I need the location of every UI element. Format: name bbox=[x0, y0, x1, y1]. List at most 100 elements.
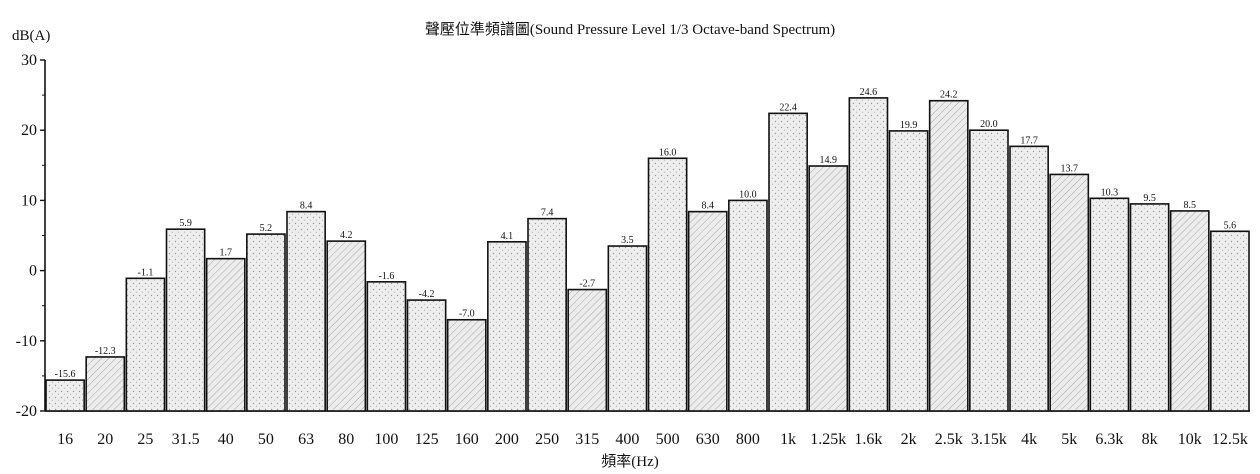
x-tick-label: 20 bbox=[97, 431, 113, 448]
y-tick-label: 20 bbox=[21, 122, 37, 139]
bar-value-label: 5.6 bbox=[1224, 220, 1237, 231]
y-tick-label: -20 bbox=[16, 403, 37, 420]
bar-500 bbox=[647, 157, 688, 412]
x-tick-label: 12.5k bbox=[1212, 431, 1248, 448]
bar-value-label: -2.7 bbox=[579, 279, 595, 290]
x-axis-label: 頻率(Hz) bbox=[601, 453, 658, 470]
bar-10k bbox=[1169, 210, 1210, 412]
x-tick-label: 125 bbox=[415, 431, 439, 448]
x-tick-label: 160 bbox=[455, 431, 479, 448]
bar-2.5k bbox=[928, 99, 969, 412]
x-tick-label: 400 bbox=[615, 431, 639, 448]
bar-63 bbox=[286, 210, 326, 412]
bar-3.15k bbox=[969, 129, 1009, 412]
bar-value-label: 24.6 bbox=[860, 87, 878, 98]
chart-title: 聲壓位準頻譜圖(Sound Pressure Level 1/3 Octave-… bbox=[425, 21, 835, 38]
bars bbox=[45, 97, 1250, 412]
bar-value-label: -7.0 bbox=[459, 309, 475, 320]
x-tick-label: 31.5 bbox=[172, 431, 200, 448]
x-tick-label: 100 bbox=[374, 431, 398, 448]
bar-value-label: 16.0 bbox=[659, 147, 677, 158]
bar-value-label: 14.9 bbox=[820, 155, 838, 166]
bar-value-label: 8.5 bbox=[1184, 200, 1197, 211]
bar-value-label: 1.7 bbox=[220, 248, 233, 259]
bar-125 bbox=[406, 299, 447, 412]
x-tick-label: 5k bbox=[1061, 431, 1077, 448]
bar-value-label: -15.6 bbox=[55, 369, 76, 380]
x-tick-label: 16 bbox=[57, 431, 73, 448]
x-tick-label: 1.25k bbox=[810, 431, 846, 448]
x-tick-label: 250 bbox=[535, 431, 559, 448]
x-tick-label: 500 bbox=[656, 431, 680, 448]
x-tick-label: 63 bbox=[298, 431, 314, 448]
x-tick-label: 50 bbox=[258, 431, 274, 448]
bar-5k bbox=[1049, 173, 1090, 412]
bar-25 bbox=[125, 277, 166, 412]
bar-1.6k bbox=[848, 97, 889, 412]
bar-value-label: 4.1 bbox=[501, 231, 514, 242]
x-tick-label: 315 bbox=[575, 431, 599, 448]
y-tick-label: 10 bbox=[21, 192, 37, 209]
x-tick-label: 40 bbox=[218, 431, 234, 448]
bar-value-label: 13.7 bbox=[1061, 163, 1079, 174]
bar-800 bbox=[728, 199, 768, 412]
bar-value-label: 10.3 bbox=[1101, 187, 1119, 198]
y-tick-label: 0 bbox=[29, 263, 37, 280]
x-tick-label: 80 bbox=[338, 431, 354, 448]
x-tick-label: 630 bbox=[696, 431, 720, 448]
bar-160 bbox=[446, 318, 487, 412]
x-tick-label: 8k bbox=[1142, 431, 1158, 448]
bar-value-label: -12.3 bbox=[95, 346, 116, 357]
x-tick-label: 1k bbox=[780, 431, 796, 448]
x-tick-label: 2k bbox=[901, 431, 917, 448]
bar-630 bbox=[687, 210, 728, 412]
bar-value-label: 20.0 bbox=[980, 119, 998, 130]
x-tick-label: 10k bbox=[1178, 431, 1202, 448]
y-tick-label: 30 bbox=[21, 52, 37, 69]
x-tick-label: 2.5k bbox=[935, 431, 963, 448]
bar-1k bbox=[768, 112, 808, 412]
bar-value-label: 4.2 bbox=[340, 230, 353, 241]
x-tick-label: 3.15k bbox=[971, 431, 1007, 448]
bar-80 bbox=[326, 240, 367, 412]
bar-4k bbox=[1009, 145, 1049, 412]
bar-250 bbox=[527, 217, 567, 412]
bar-12.5k bbox=[1210, 230, 1250, 412]
bar-value-label: -1.6 bbox=[378, 271, 394, 282]
bar-400 bbox=[607, 245, 648, 412]
value-labels: -15.6 -12.3 -1.1 5.9 1.7 5.2 8.4 4.2 -1.6 -4.2 -7.… bbox=[55, 87, 1237, 380]
x-tick-label: 6.3k bbox=[1095, 431, 1123, 448]
bar-value-label: -4.2 bbox=[419, 289, 435, 300]
bar-2k bbox=[888, 130, 929, 412]
bar-value-label: 5.2 bbox=[260, 223, 273, 234]
bar-200 bbox=[487, 241, 527, 412]
bar-value-label: 7.4 bbox=[541, 208, 554, 219]
y-ticks: 30 20 10 0 -10 -20 bbox=[16, 52, 45, 420]
x-tick-label: 4k bbox=[1021, 431, 1037, 448]
bar-50 bbox=[246, 233, 286, 412]
x-tick-label: 800 bbox=[736, 431, 760, 448]
bar-6.3k bbox=[1089, 197, 1130, 412]
bar-value-label: 17.7 bbox=[1020, 135, 1038, 146]
bar-315 bbox=[567, 288, 608, 412]
bar-value-label: 10.0 bbox=[739, 189, 757, 200]
bar-value-label: 8.4 bbox=[702, 201, 715, 212]
x-tick-label: 200 bbox=[495, 431, 519, 448]
bar-16 bbox=[45, 379, 85, 412]
bar-value-label: 5.9 bbox=[179, 218, 192, 229]
x-tick-label: 1.6k bbox=[854, 431, 882, 448]
bar-value-label: 22.4 bbox=[779, 102, 797, 113]
bar-value-label: 8.4 bbox=[300, 201, 313, 212]
bar-value-label: 9.5 bbox=[1143, 193, 1156, 204]
bar-8k bbox=[1129, 203, 1170, 412]
bar-value-label: 24.2 bbox=[940, 90, 958, 101]
bar-value-label: 3.5 bbox=[621, 235, 634, 246]
x-tick-label: 25 bbox=[137, 431, 153, 448]
bar-1.25k bbox=[808, 165, 849, 412]
bar-40 bbox=[205, 257, 246, 412]
bar-value-label: 19.9 bbox=[900, 120, 918, 131]
bar-value-label: -1.1 bbox=[137, 267, 153, 278]
bar-100 bbox=[366, 281, 407, 412]
y-axis-label: dB(A) bbox=[12, 28, 50, 44]
